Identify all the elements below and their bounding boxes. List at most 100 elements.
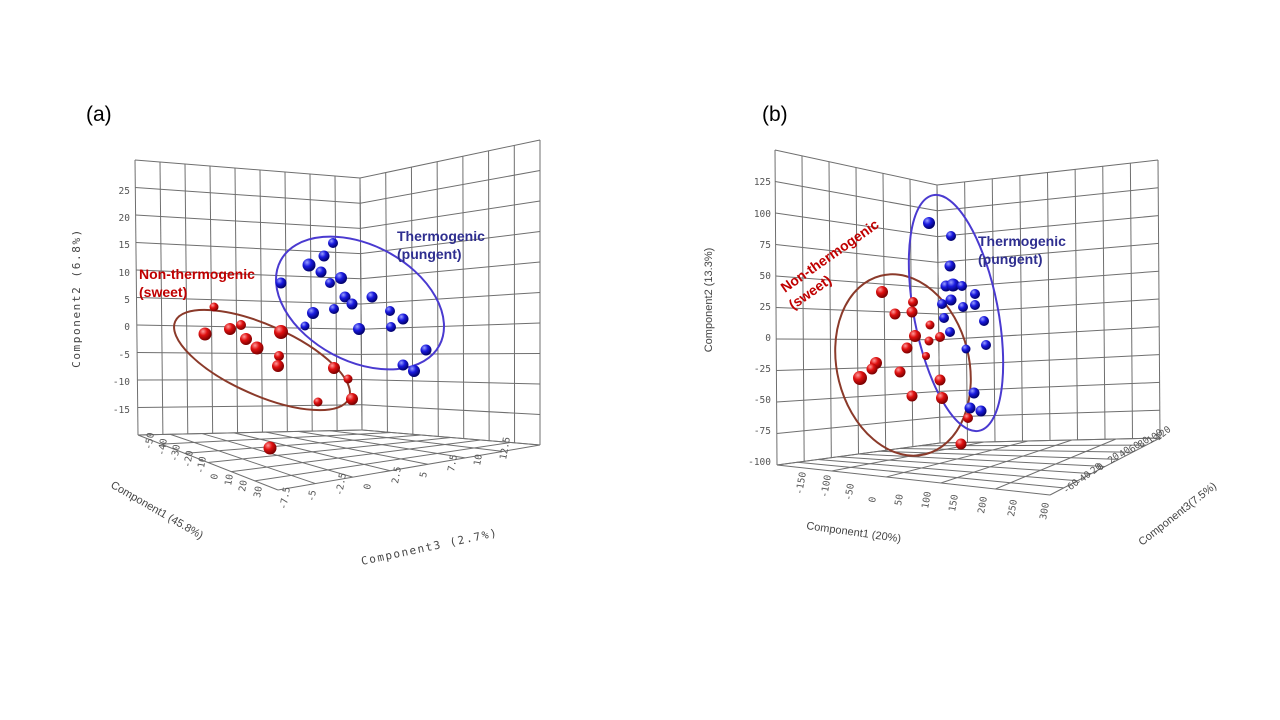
y-tick: -75 <box>754 426 771 437</box>
sweet-point <box>963 413 973 423</box>
pungent-point <box>302 258 316 272</box>
pungent-point <box>420 344 432 356</box>
x-tick: 300 <box>1038 501 1052 520</box>
panel-b-x-axis-label: Component1 (20%) <box>806 520 902 545</box>
y-tick: 50 <box>760 271 772 282</box>
x-tick: -100 <box>819 474 834 499</box>
x-tick: -40 <box>156 437 170 456</box>
sweet-point <box>209 302 219 312</box>
grid-line <box>136 324 362 330</box>
grid-line <box>940 439 1073 484</box>
y-tick: -100 <box>748 457 771 468</box>
sweet-point <box>853 371 867 385</box>
sweet-point <box>894 366 906 378</box>
y-tick: -10 <box>113 377 130 388</box>
panel-b: (b) -100 -75 -50 -25 0 25 50 75 100 125 … <box>703 103 1219 548</box>
grid-line <box>775 181 938 212</box>
panel-b-grid <box>774 149 1161 496</box>
y-tick: -25 <box>754 364 771 375</box>
pungent-point <box>939 313 949 323</box>
grid-line <box>774 149 938 186</box>
pungent-point <box>386 322 396 332</box>
panel-b-pungent-sublabel: (pungent) <box>978 251 1043 267</box>
z-tick: -2.5 <box>334 472 349 496</box>
x-tick: 30 <box>252 485 265 498</box>
grid-line <box>937 242 1159 263</box>
sweet-point <box>955 438 967 450</box>
pungent-point <box>944 260 956 272</box>
grid-line <box>938 298 1160 315</box>
grid-line <box>360 231 541 255</box>
pungent-point <box>958 302 968 312</box>
pungent-point <box>970 289 980 299</box>
x-tick: 20 <box>237 479 250 492</box>
pungent-point <box>945 327 955 337</box>
x-tick: -50 <box>143 431 157 450</box>
y-tick: 100 <box>754 209 771 220</box>
grid-line <box>136 297 362 305</box>
y-tick: 25 <box>760 302 771 313</box>
z-tick: 12.5 <box>498 436 513 460</box>
pungent-point <box>968 387 980 399</box>
z-tick: 5 <box>418 471 430 479</box>
pungent-point <box>979 316 989 326</box>
z-tick: 10 <box>472 453 485 466</box>
grid-line <box>838 456 1092 475</box>
z-tick: 0 <box>1095 461 1107 473</box>
grid-line <box>995 438 1117 490</box>
y-tick: 0 <box>765 333 771 344</box>
grid-line <box>359 139 541 179</box>
sweet-point <box>198 327 212 341</box>
grid-line <box>936 159 1159 186</box>
pungent-point <box>408 365 420 377</box>
grid-line <box>938 270 1159 289</box>
z-tick: -5 <box>306 489 319 502</box>
x-tick: 150 <box>947 493 961 512</box>
sweet-point <box>925 320 935 330</box>
grid-line <box>184 434 422 454</box>
sweet-point <box>250 341 264 355</box>
grid-line <box>776 365 940 371</box>
grid-line <box>137 352 362 355</box>
grid-line <box>775 244 938 263</box>
grid-line <box>137 429 363 436</box>
y-tick: 15 <box>119 240 130 251</box>
sweet-point <box>924 336 934 346</box>
panel-a-pungent-label: Thermogenic <box>397 228 485 244</box>
grid-line <box>135 214 361 229</box>
panel-a-points <box>198 238 432 455</box>
pungent-point <box>307 307 319 319</box>
x-tick: -30 <box>169 443 183 462</box>
panel-b-pungent-label: Thermogenic <box>978 233 1066 249</box>
sweet-point <box>901 342 913 354</box>
pungent-point <box>946 231 956 241</box>
pungent-point <box>346 298 358 310</box>
sweet-point <box>922 352 930 360</box>
z-tick: 7.5 <box>446 454 460 473</box>
panel-a-sweet-label: Non-thermogenic <box>139 266 255 282</box>
pungent-point <box>975 405 987 417</box>
grid-line <box>254 442 511 482</box>
pungent-point <box>945 294 957 306</box>
pungent-point <box>397 359 409 371</box>
grid-line <box>277 444 541 491</box>
pungent-point <box>366 291 378 303</box>
grid-line <box>776 442 941 466</box>
y-tick: 75 <box>760 240 771 251</box>
grid-line <box>137 404 362 408</box>
grid-line <box>360 200 541 229</box>
y-tick: 5 <box>124 295 130 306</box>
sweet-point <box>934 374 946 386</box>
y-tick: 20 <box>119 213 131 224</box>
panel-a-pungent-ellipse <box>274 235 446 371</box>
grid-line <box>361 404 541 415</box>
grid-line <box>858 453 1106 467</box>
pungent-point <box>923 217 935 229</box>
grid-line <box>161 432 392 445</box>
x-tick: -10 <box>195 455 209 474</box>
grid-line <box>817 459 1078 482</box>
y-tick: -50 <box>754 395 771 406</box>
x-tick: 50 <box>893 493 906 506</box>
x-tick: 100 <box>920 490 934 509</box>
pungent-point <box>339 291 351 303</box>
